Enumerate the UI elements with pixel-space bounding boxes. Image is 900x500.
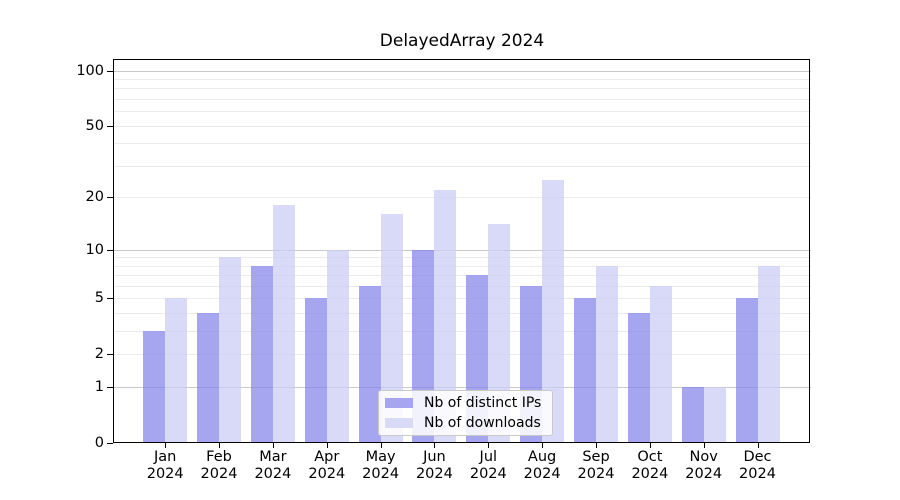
minor-gridline xyxy=(113,313,811,315)
legend-row-distinct-ips: Nb of distinct IPs xyxy=(385,395,552,411)
bar-downloads-sep xyxy=(596,265,618,443)
bar-downloads-nov xyxy=(703,387,726,443)
x-tick-label: Nov 2024 xyxy=(685,449,723,482)
bar-downloads-jun xyxy=(434,189,457,443)
y-tick-mark xyxy=(107,125,113,127)
x-tick-label: Jun 2024 xyxy=(415,449,453,482)
y-tick-label: 5 xyxy=(94,290,104,307)
major-gridline xyxy=(113,249,811,251)
bar-downloads-aug xyxy=(542,180,565,443)
minor-gridline xyxy=(113,88,811,90)
x-tick-mark xyxy=(649,443,651,448)
y-tick-label: 20 xyxy=(85,189,104,206)
x-tick-mark xyxy=(165,443,167,448)
y-tick-label: 50 xyxy=(85,117,104,134)
x-tick-mark xyxy=(488,443,490,448)
x-tick-mark xyxy=(596,443,597,448)
minor-gridline xyxy=(113,275,811,277)
y-tick-mark xyxy=(107,387,113,389)
bar-distinct-ips-may xyxy=(358,285,381,443)
y-tick-mark xyxy=(107,249,113,251)
bar-distinct-ips-apr xyxy=(304,298,327,443)
y-tick-mark xyxy=(107,354,113,356)
bar-downloads-jul xyxy=(488,224,511,443)
x-tick-mark xyxy=(542,443,544,448)
y-tick-mark xyxy=(107,197,113,199)
minor-gridline xyxy=(113,331,811,333)
bar-distinct-ips-feb xyxy=(197,313,220,443)
minor-gridline xyxy=(113,143,811,145)
bar-downloads-may xyxy=(380,214,403,443)
x-tick-mark xyxy=(757,443,759,448)
bar-downloads-mar xyxy=(272,205,295,443)
x-tick-label: Apr 2024 xyxy=(308,449,346,482)
legend-label-downloads: Nb of downloads xyxy=(424,415,541,431)
x-tick-label: May 2024 xyxy=(362,449,400,482)
major-gridline xyxy=(113,387,811,389)
bar-distinct-ips-dec xyxy=(735,298,758,443)
bar-downloads-apr xyxy=(326,249,349,443)
x-tick-mark xyxy=(434,443,436,448)
bar-downloads-jan xyxy=(165,298,188,443)
chart-title: DelayedArray 2024 xyxy=(379,31,545,51)
major-gridline xyxy=(113,70,811,72)
x-tick-label: Sep 2024 xyxy=(577,449,615,482)
minor-gridline xyxy=(113,125,811,127)
x-tick-mark xyxy=(703,443,705,448)
bar-downloads-dec xyxy=(757,265,780,443)
bar-downloads-feb xyxy=(219,257,242,443)
y-tick-label: 2 xyxy=(94,346,104,363)
bar-downloads-oct xyxy=(649,285,672,443)
legend-swatch-distinct-ips xyxy=(385,398,413,408)
minor-gridline xyxy=(113,265,811,267)
y-tick-label: 1 xyxy=(94,379,104,396)
x-tick-label: Oct 2024 xyxy=(631,449,669,482)
plot-gridlines xyxy=(113,59,811,443)
y-tick-label: 10 xyxy=(85,241,104,258)
minor-gridline xyxy=(113,298,811,300)
bar-distinct-ips-nov xyxy=(681,387,704,443)
plot-bars xyxy=(113,59,811,443)
minor-gridline xyxy=(113,285,811,287)
y-tick-label: 0 xyxy=(94,435,104,451)
y-tick-mark xyxy=(107,298,113,300)
minor-gridline xyxy=(113,99,811,100)
x-tick-mark xyxy=(219,443,220,448)
legend-label-distinct-ips: Nb of distinct IPs xyxy=(424,395,542,411)
bar-distinct-ips-oct xyxy=(627,313,650,443)
legend-swatch-downloads xyxy=(385,418,413,428)
x-tick-label: Jul 2024 xyxy=(469,449,507,482)
x-tick-label: Jan 2024 xyxy=(146,449,184,482)
legend-row-downloads: Nb of downloads xyxy=(385,415,552,431)
y-tick-label: 100 xyxy=(76,62,104,79)
x-tick-label: Aug 2024 xyxy=(523,449,561,482)
minor-gridline xyxy=(113,197,811,199)
x-tick-label: Dec 2024 xyxy=(739,449,776,482)
bar-distinct-ips-jan xyxy=(143,331,166,443)
x-tick-mark xyxy=(272,443,274,448)
y-tick-mark xyxy=(107,70,113,72)
y-tick-mark xyxy=(107,443,113,444)
legend: Nb of distinct IPs Nb of downloads xyxy=(378,390,553,436)
minor-gridline xyxy=(113,257,811,259)
x-tick-mark xyxy=(326,443,328,448)
x-tick-label: Mar 2024 xyxy=(254,449,292,482)
minor-gridline xyxy=(113,78,811,80)
minor-gridline xyxy=(113,111,811,113)
x-tick-label: Feb 2024 xyxy=(200,449,238,482)
minor-gridline xyxy=(113,165,811,167)
bar-distinct-ips-sep xyxy=(574,298,596,443)
minor-gridline xyxy=(113,354,811,356)
x-tick-mark xyxy=(380,443,382,448)
bar-distinct-ips-mar xyxy=(250,265,273,443)
